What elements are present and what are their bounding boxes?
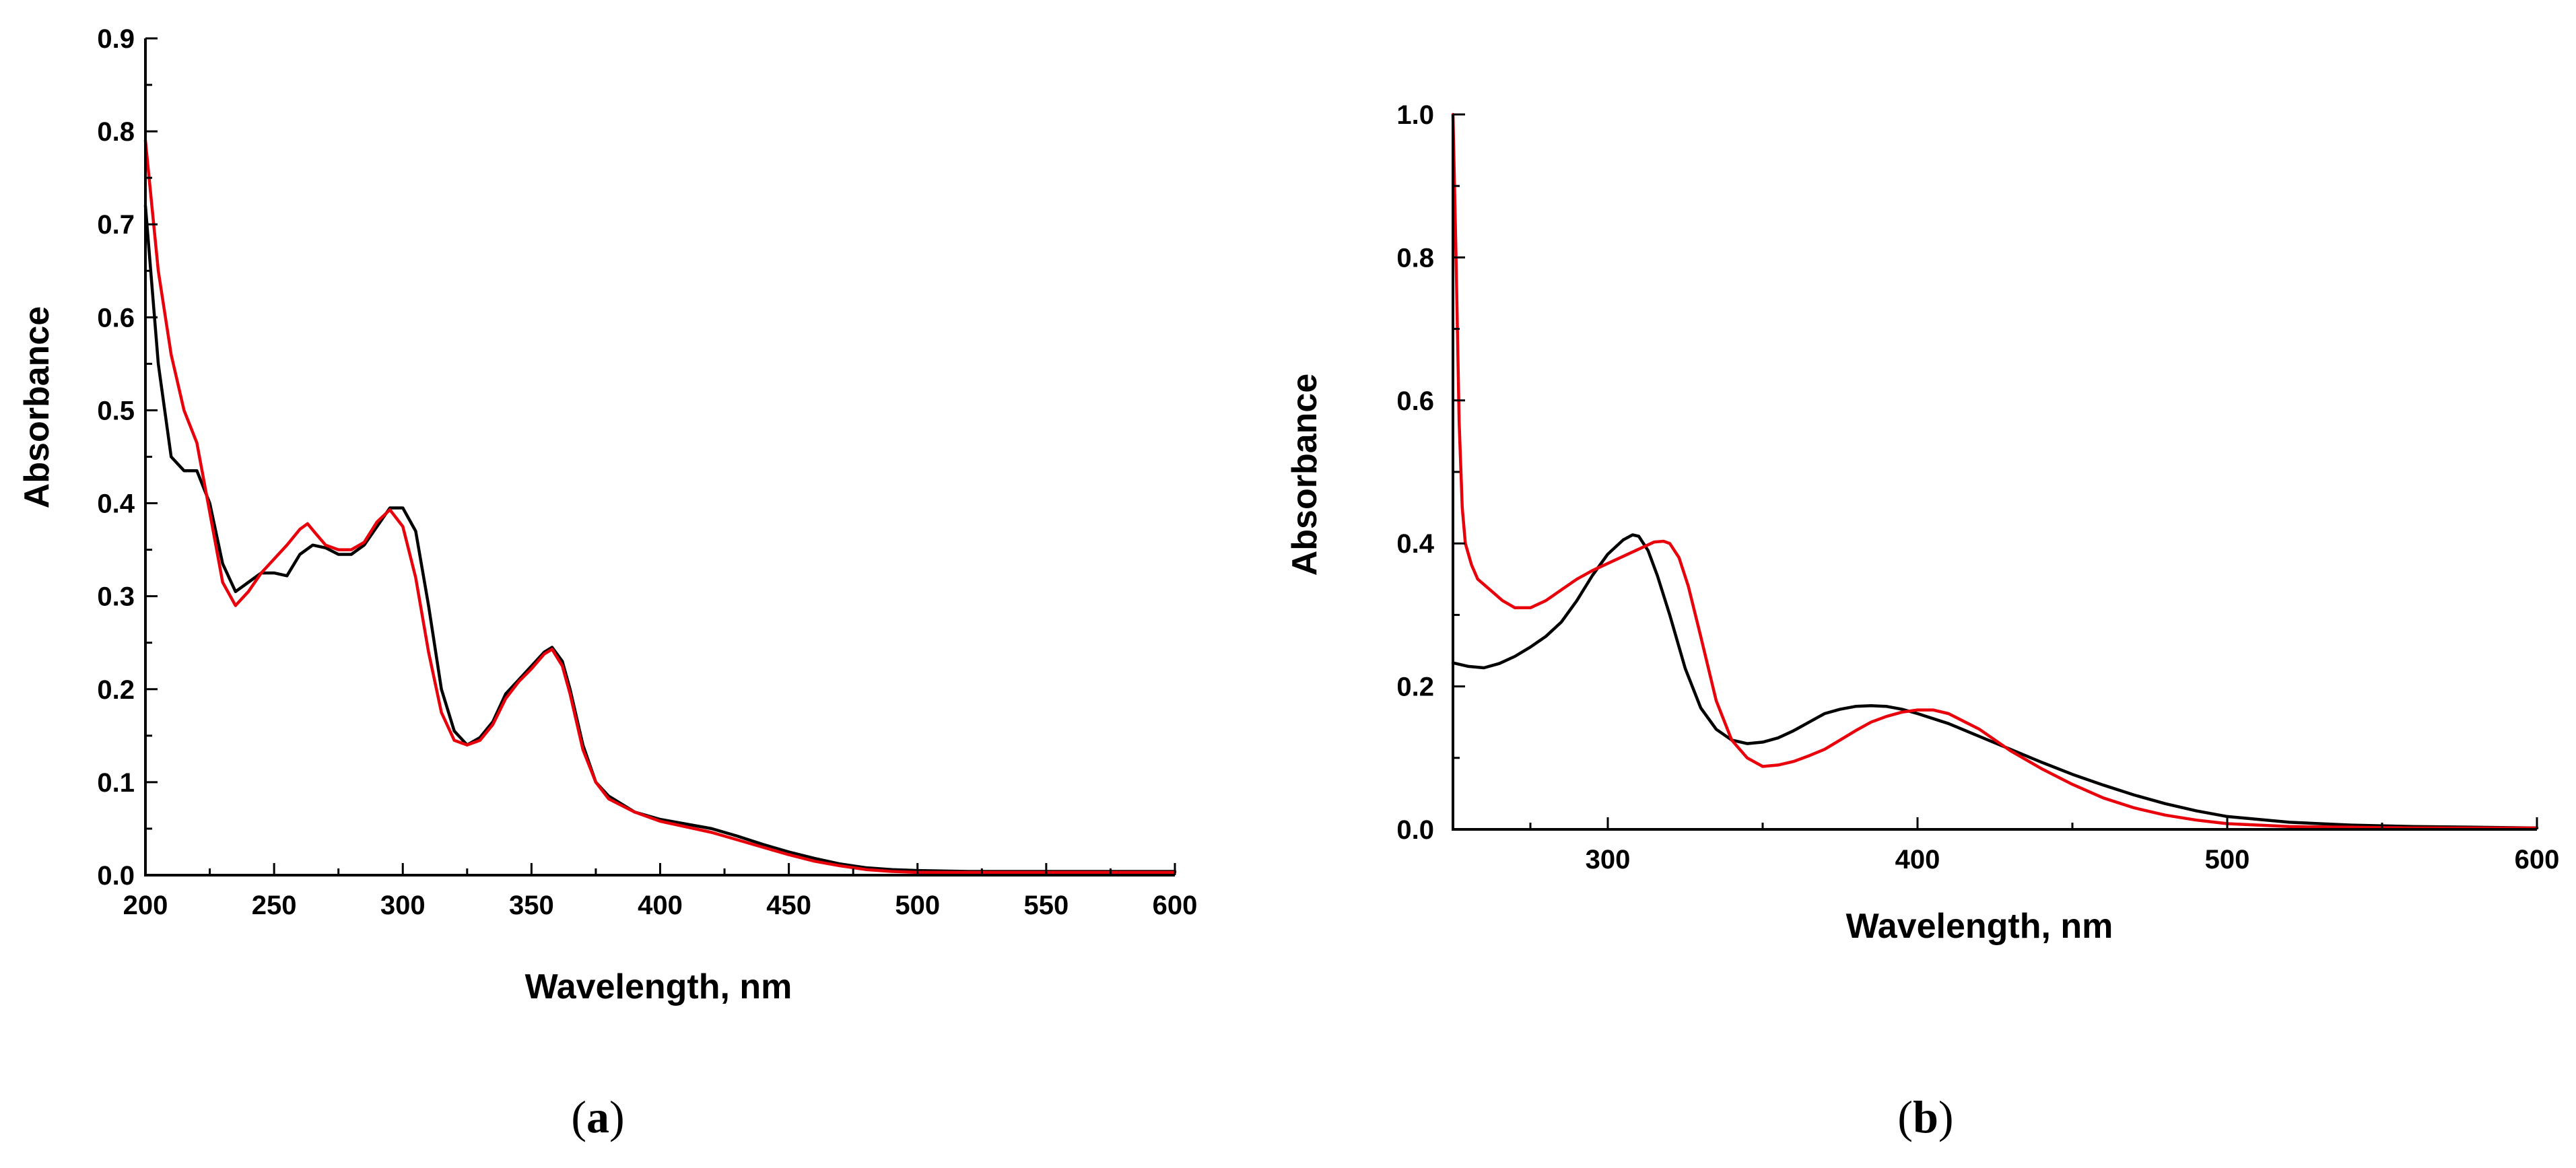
y-tick-label: 0.1 [97,768,135,798]
y-axis-title-a: Absorbance [18,306,57,509]
series-line-black [1451,533,2539,830]
panel-label-b: (b) [1897,1091,1953,1142]
series-layer-b [1451,112,2539,830]
x-tick-label: 350 [509,891,554,920]
x-tick-label: 400 [638,891,683,920]
y-tick-label: 0.2 [1396,673,1434,702]
x-tick-label: 500 [895,891,940,920]
x-tick-label: 550 [1024,891,1069,920]
y-tick-label: 0.4 [97,489,135,519]
x-tick-label: 400 [1895,845,1940,874]
x-tick-label: 600 [2515,845,2560,874]
y-axis-title-b: Absorbance [1285,374,1324,576]
chart-panel-b: 300 400 500 600 0.0 0.2 0.4 0.6 0.8 1.0 Wavelengt… [1285,100,2559,1142]
y-tick-label: 0.3 [97,582,135,612]
x-tick-label: 500 [2205,845,2250,874]
y-tick-label: 0.7 [97,210,135,240]
series-line-black [143,204,1177,873]
series-line-red [143,139,1177,874]
y-tick-label: 0.9 [97,24,135,54]
x-tick-label: 250 [252,891,297,920]
series-layer-a [143,139,1177,874]
y-tick-label: 0.6 [97,303,135,333]
axes-a: 200 250 300 350 400 450 500 550 600 0.0 0.1 0.2 0.3 0… [97,24,1197,920]
panel-letter-a: a [586,1091,609,1142]
x-tick-label: 200 [123,891,168,920]
y-tick-label: 0.4 [1396,529,1434,559]
panel-label-a: (a) [571,1091,624,1142]
y-tick-label: 0.5 [97,396,135,425]
x-tick-label: 450 [766,891,811,920]
x-axis-title-b: Wavelength, nm [1846,907,2113,946]
x-tick-label: 600 [1153,891,1198,920]
series-line-red [1451,112,2539,830]
y-tick-label: 0.8 [97,117,135,147]
y-tick-label: 1.0 [1396,100,1434,130]
x-axis-title-a: Wavelength, nm [525,967,792,1006]
x-tick-label: 300 [380,891,426,920]
axes-b: 300 400 500 600 0.0 0.2 0.4 0.6 0.8 1.0 [1396,100,2559,874]
y-tick-label: 0.0 [1396,815,1434,845]
y-tick-label: 0.2 [97,675,135,705]
chart-panel-a: 200 250 300 350 400 450 500 550 600 0.0 0.1 0.2 0.3 0… [18,24,1197,1142]
panel-letter-b: b [1913,1091,1938,1142]
y-tick-label: 0.6 [1396,386,1434,416]
y-tick-label: 0.0 [97,861,135,891]
x-tick-label: 300 [1586,845,1631,874]
y-tick-label: 0.8 [1396,243,1434,273]
